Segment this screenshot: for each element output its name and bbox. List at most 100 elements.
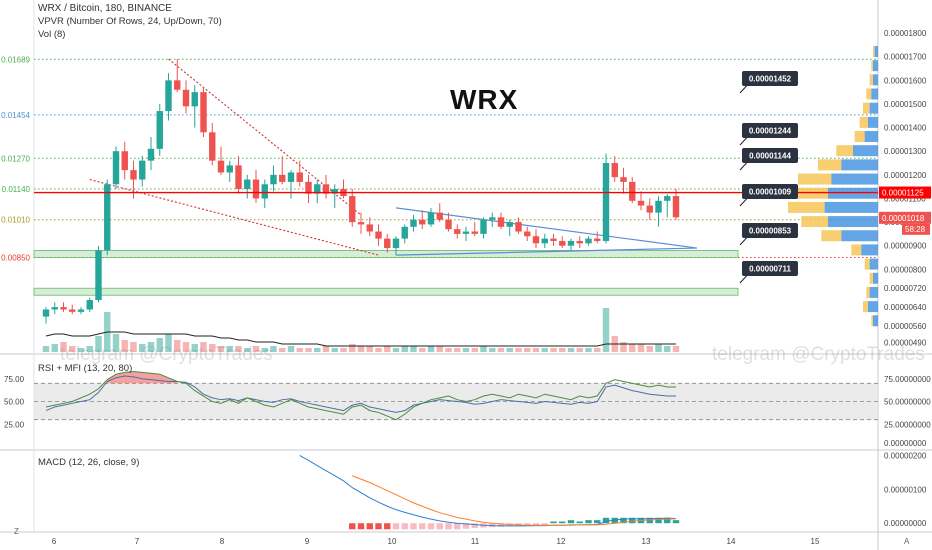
macd-histogram-bar xyxy=(410,523,417,530)
vpvr-bar-up xyxy=(873,74,878,86)
rsi-right-tick: 25.00000000 xyxy=(884,420,931,429)
macd-histogram-bar xyxy=(401,523,408,530)
price-tick-label: 0.00001100 xyxy=(884,194,926,203)
vpvr-bar-up xyxy=(864,131,878,143)
support-zone xyxy=(33,250,739,258)
time-axis-corner-left: Z xyxy=(14,527,19,536)
vpvr-bar-up xyxy=(869,286,878,298)
volume-bar xyxy=(550,348,557,352)
countdown-tag xyxy=(902,223,930,235)
rsi-left-tick: 25.00 xyxy=(4,420,25,429)
vpvr-bar-down xyxy=(818,159,842,171)
volume-bar xyxy=(112,334,120,352)
vpvr-bar-down xyxy=(863,301,868,313)
volume-bar xyxy=(349,344,356,352)
macd-right-tick: 0.00000100 xyxy=(884,485,927,494)
vpvr-bar-down xyxy=(863,102,870,114)
triangle-pattern xyxy=(395,207,698,256)
vpvr-bar-up xyxy=(861,244,878,256)
candle-body xyxy=(427,212,435,225)
candle-body xyxy=(69,309,76,312)
volume-bar xyxy=(366,346,373,352)
vpvr-bar-down xyxy=(788,201,825,213)
price-tick-label: 0.00001800 xyxy=(884,29,927,38)
rsi-right-tick: 50.00000000 xyxy=(884,398,931,407)
volume-bar xyxy=(340,348,347,352)
volume-bar xyxy=(174,340,181,352)
vpvr-bar-down xyxy=(801,216,828,228)
rsi-line xyxy=(45,375,676,413)
candle-body xyxy=(235,165,242,189)
volume-bar xyxy=(182,342,190,352)
rsi-right-tick: 75.00000000 xyxy=(884,375,931,384)
candle-body xyxy=(384,238,391,249)
price-tick-label: 0.00000490 xyxy=(884,339,927,348)
time-tick-label: 7 xyxy=(135,537,140,546)
macd-histogram-bar xyxy=(567,520,575,524)
vpvr-bar-down xyxy=(871,315,873,327)
vpvr-bar-up xyxy=(841,230,878,242)
time-tick-label: 10 xyxy=(388,537,397,546)
vpvr-bar-down xyxy=(866,88,872,100)
volume-bar xyxy=(51,344,58,352)
macd-histogram-bar xyxy=(366,523,373,530)
vpvr-bar-up xyxy=(868,301,878,313)
volume-bar xyxy=(489,348,496,352)
current-price-label: 0.00001125 xyxy=(882,189,924,198)
candle-body xyxy=(322,184,330,194)
price-tick-label: 0.00000900 xyxy=(884,242,927,251)
volume-bar xyxy=(296,348,303,352)
volume-bar xyxy=(524,348,531,352)
volume-bar xyxy=(252,346,260,352)
candle-body xyxy=(191,92,198,107)
macd-histogram-bar xyxy=(559,521,566,524)
volume-ma-line xyxy=(45,331,676,347)
candle-body xyxy=(174,80,181,90)
candle-body xyxy=(60,307,67,310)
candle-body xyxy=(471,231,478,234)
candle-body xyxy=(147,148,155,161)
vpvr-bar-up xyxy=(874,45,878,57)
rsi-title: RSI + MFI (13, 20, 80) xyxy=(38,363,133,374)
candle-body xyxy=(51,307,58,310)
volume-bar xyxy=(594,348,601,352)
volume-bar xyxy=(42,346,50,352)
candle-body xyxy=(217,160,225,173)
support-zone xyxy=(33,287,739,296)
volume-bar xyxy=(419,348,426,352)
candle-body xyxy=(646,205,653,213)
volume-bar xyxy=(559,348,566,352)
candle-body xyxy=(349,196,356,223)
macd-histogram-bar xyxy=(392,523,400,530)
volume-bar xyxy=(454,348,461,352)
candle-body xyxy=(524,231,531,237)
price-tick-label: 0.00001400 xyxy=(884,124,927,133)
volume-bar xyxy=(436,346,443,352)
rsi-left-tick: 50.00 xyxy=(4,398,25,407)
volume-bar xyxy=(261,348,268,352)
macd-histogram-bar xyxy=(629,517,636,524)
volume-bar xyxy=(480,346,487,352)
callout-label: 0.00001009 xyxy=(749,188,792,197)
candle-body xyxy=(392,238,400,249)
candle-body xyxy=(462,231,470,234)
candle-body xyxy=(244,179,251,189)
candle-body xyxy=(112,151,120,185)
volume-bar xyxy=(532,348,540,352)
candle-body xyxy=(541,238,548,244)
volume-bar xyxy=(375,348,382,352)
macd-histogram-bar xyxy=(445,523,452,530)
candle-body xyxy=(200,92,207,133)
macd-histogram-bar xyxy=(672,520,680,524)
volume-bar xyxy=(655,344,662,352)
vpvr-bar-up xyxy=(831,173,878,185)
candle-body xyxy=(77,309,85,312)
candle-body xyxy=(182,89,190,107)
candle-body xyxy=(515,222,522,232)
ticker-annotation: WRX xyxy=(450,84,519,115)
volume-bar xyxy=(279,348,286,352)
vpvr-bar-down xyxy=(836,145,853,157)
candle-body xyxy=(489,217,496,220)
candle-body xyxy=(331,189,338,194)
